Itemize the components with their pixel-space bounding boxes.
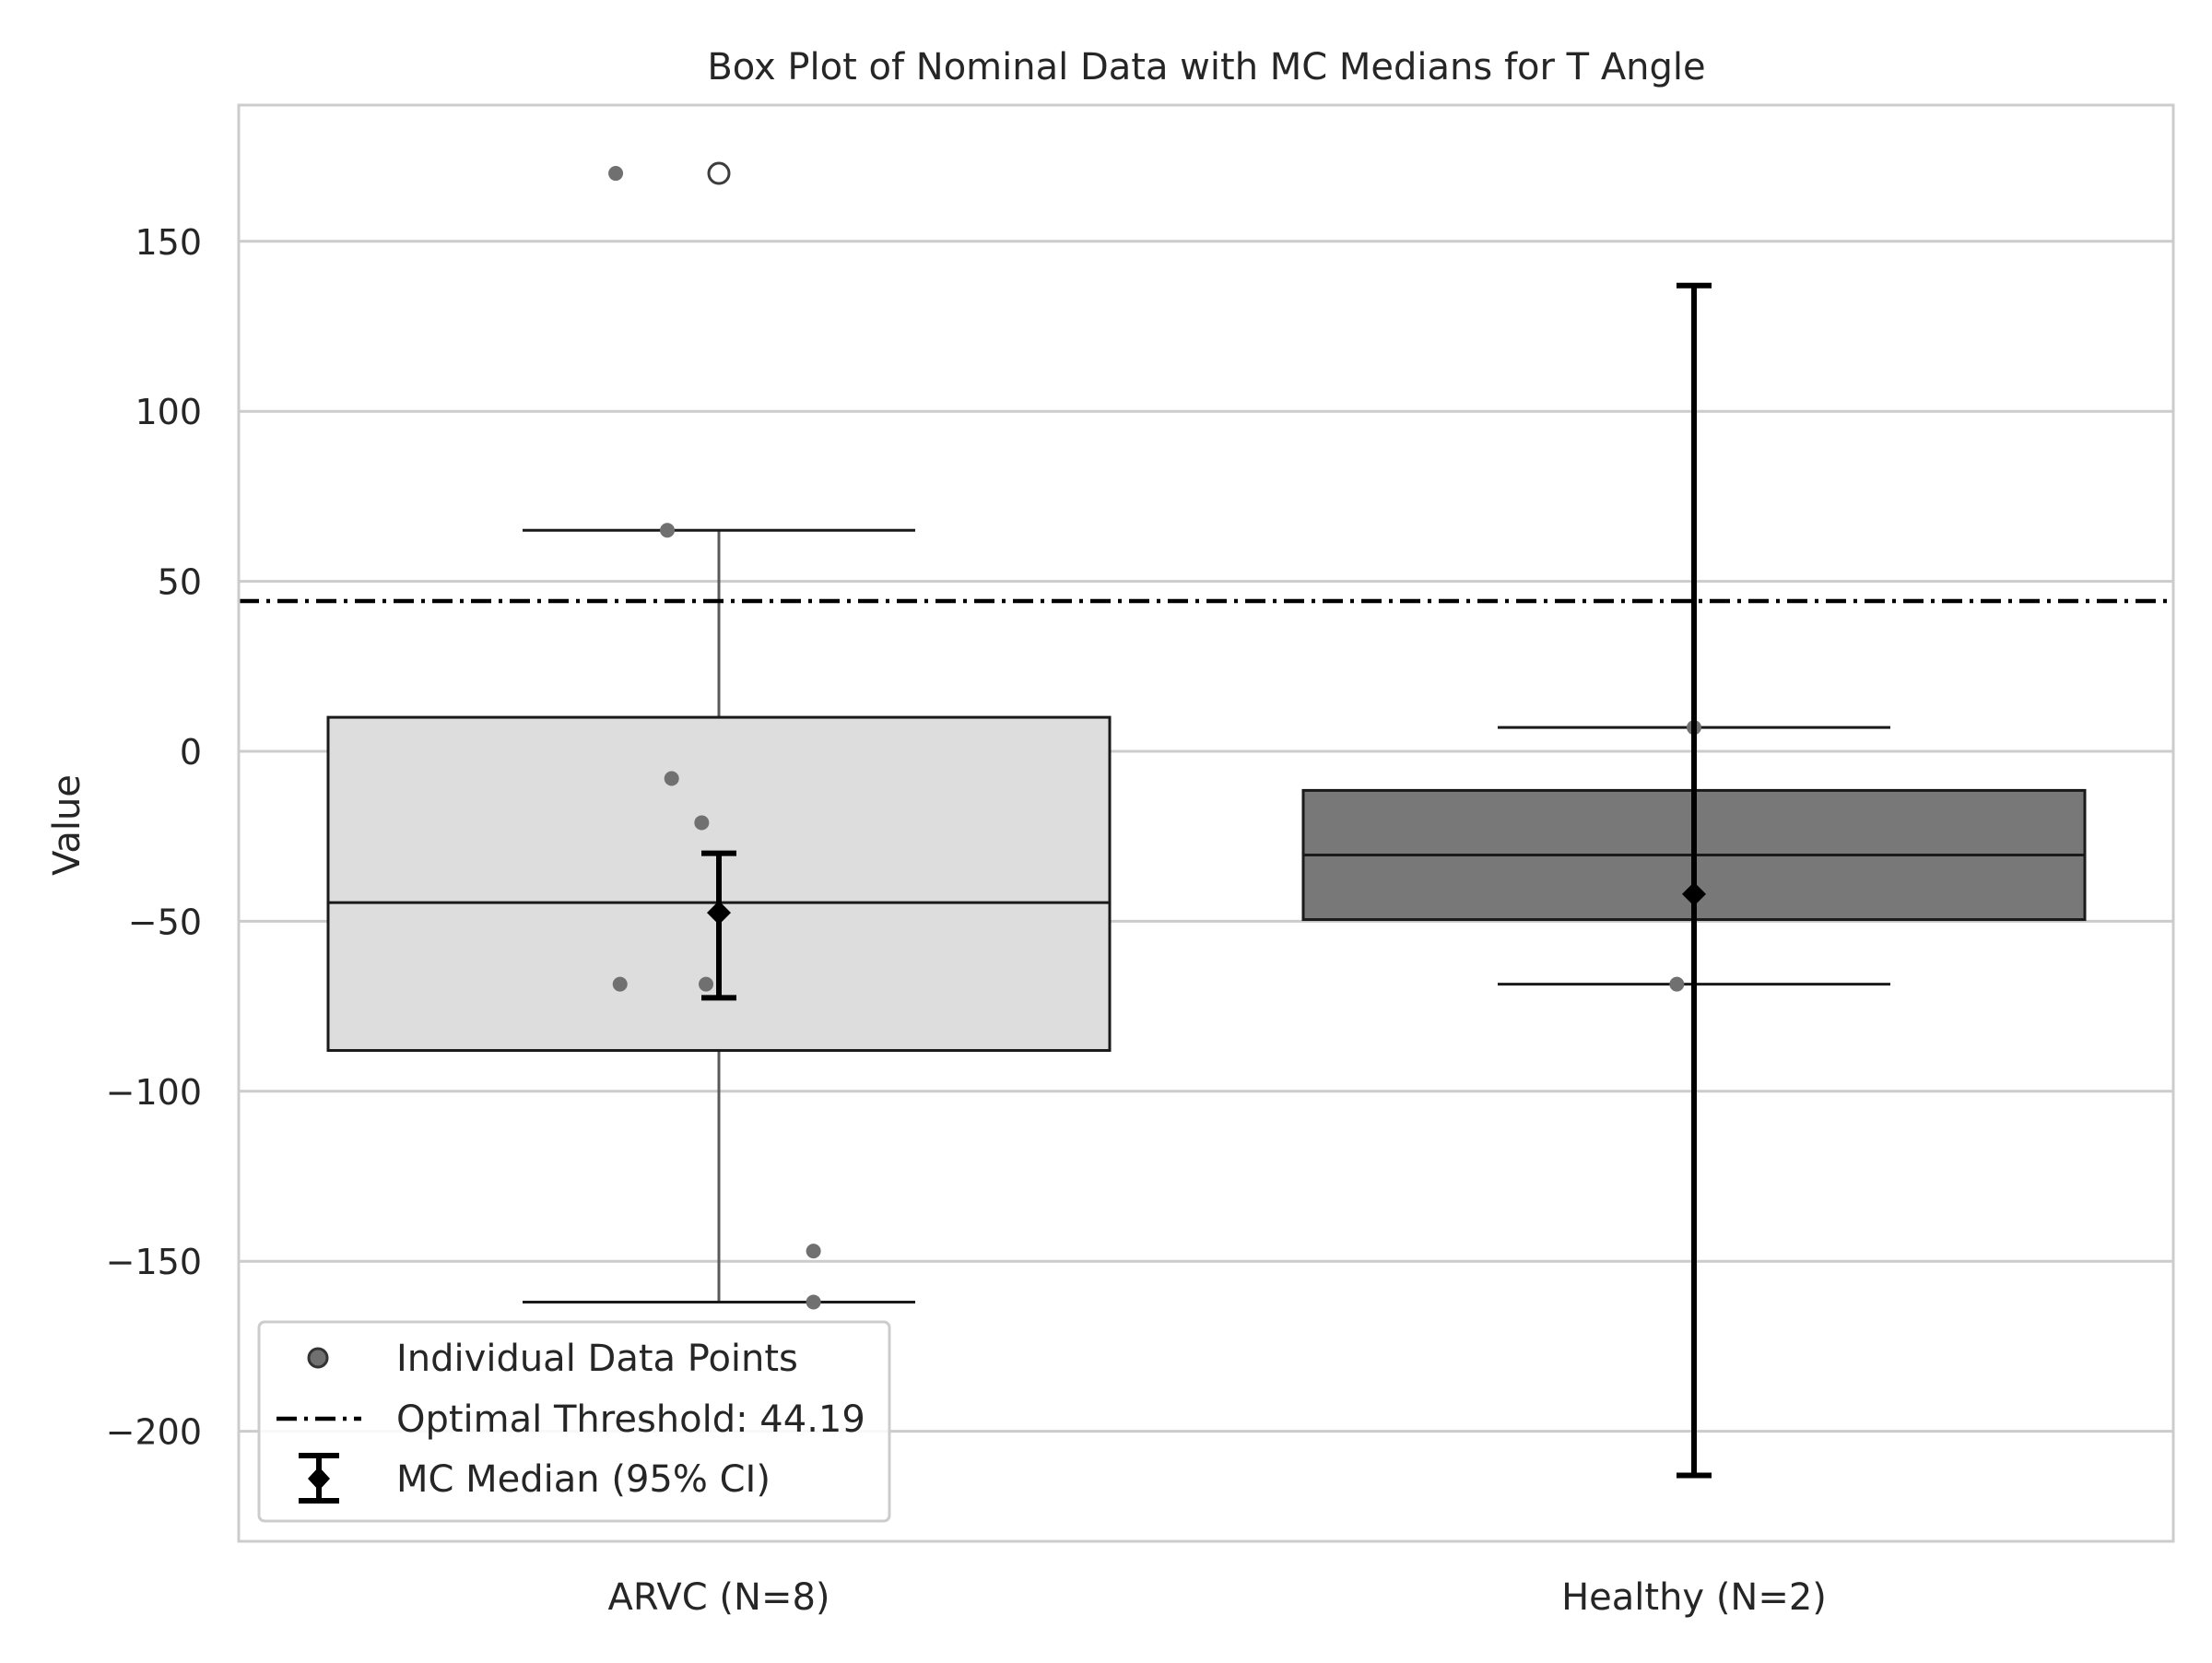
mc-median-layer [701,282,1712,1479]
y-tick-label: 150 [135,222,202,263]
legend-mc-marker [308,1467,330,1491]
data-point [806,1294,821,1310]
y-axis-label: Value [46,774,88,876]
data-point [608,166,624,182]
data-point [664,771,679,786]
y-tick-label: 0 [180,732,202,773]
legend-label-mc: MC Median (95% CI) [396,1458,771,1501]
data-point [694,815,710,831]
y-tick-label: 50 [158,562,202,603]
mc-median-marker [1682,881,1706,906]
plot-frame [237,103,2175,1543]
legend-label-threshold: Optimal Threshold: 44.19 [396,1398,865,1441]
y-tick-label: −200 [106,1412,202,1453]
data-point [699,976,714,992]
point-layer [608,166,1701,1310]
data-point [660,523,676,538]
x-tick-label: Healthy (N=2) [1561,1576,1827,1619]
data-point [612,976,628,992]
mc-median-marker [707,901,731,926]
y-tick-label: −50 [128,902,202,942]
data-point [1669,976,1685,992]
data-point [806,1244,821,1259]
y-tick-labels: 150 100 50 0 −50 −100 −150 −200 [106,222,202,1453]
y-tick-label: −100 [106,1072,202,1113]
box-outlier [707,161,731,185]
y-tick-label: −150 [106,1242,202,1282]
legend-points-marker [307,1347,329,1369]
legend-frame [257,1320,891,1523]
legend-label-points: Individual Data Points [396,1338,798,1380]
y-tick-label: 100 [135,392,202,432]
chart-title: Box Plot of Nominal Data with MC Medians… [707,46,1705,88]
legend[interactable]: Individual Data Points Optimal Threshold… [257,1320,891,1523]
x-tick-label: ARVC (N=8) [607,1576,830,1619]
x-tick-labels: ARVC (N=8) Healthy (N=2) [607,1576,1826,1619]
